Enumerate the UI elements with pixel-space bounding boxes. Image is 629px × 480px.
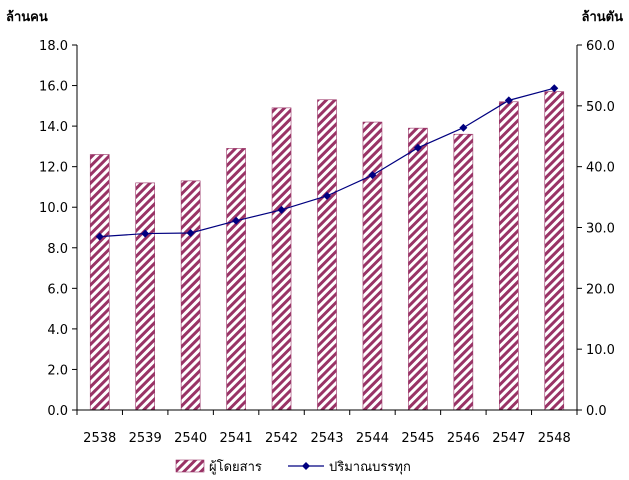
- line-point-2543: [323, 191, 331, 200]
- tick-labels: 0.0 2.0 4.0 6.0 8.0 10.0 12.0 14.0 16.0 18.0 0.0 10…: [39, 39, 615, 446]
- line-point-2538: [95, 232, 104, 241]
- line-point-2542: [277, 205, 286, 214]
- x-tick-label-2544: 2544: [356, 431, 389, 446]
- right-y-tick-label: 0.0: [586, 404, 607, 419]
- line-point-2544: [368, 171, 377, 180]
- bar-2548: [544, 91, 565, 411]
- line-point-2547: [504, 96, 513, 105]
- bar-2538: [89, 154, 110, 411]
- line-point-2541: [232, 216, 241, 225]
- right-y-tick-label: 20.0: [586, 282, 615, 297]
- x-tick-label-2545: 2545: [401, 431, 434, 446]
- left-y-tick-label: 18.0: [39, 39, 68, 54]
- left-y-tick-label: 14.0: [39, 120, 68, 135]
- left-y-tick-label: 6.0: [47, 282, 68, 297]
- right-y-tick-label: 50.0: [586, 100, 615, 115]
- x-tick-label-2548: 2548: [538, 431, 571, 446]
- left-y-tick-label: 12.0: [39, 161, 68, 176]
- right-y-tick-label: 10.0: [586, 343, 615, 358]
- x-tick-label-2542: 2542: [265, 431, 298, 446]
- line-point-2548: [550, 84, 559, 93]
- bar-2539: [135, 182, 155, 411]
- right-y-tick-label: 40.0: [586, 161, 615, 176]
- bar-2543: [317, 99, 337, 411]
- bar-2541: [226, 148, 246, 411]
- bar-2540: [180, 180, 201, 411]
- legend-line-label: ปริมาณบรรทุก: [329, 460, 411, 475]
- bar-2547: [499, 101, 519, 411]
- left-y-tick-label: 8.0: [47, 242, 68, 257]
- legend: ผู้โดยสาร ปริมาณบรรทุก: [175, 459, 411, 475]
- x-tick-label-2539: 2539: [129, 431, 162, 446]
- line-series: [95, 84, 559, 241]
- bar-2545: [408, 127, 428, 411]
- left-y-tick-label: 0.0: [47, 404, 68, 419]
- left-y-tick-label: 2.0: [47, 363, 68, 378]
- line-point-2540: [186, 228, 195, 237]
- line-point-2545: [413, 143, 422, 152]
- x-tick-label-2540: 2540: [174, 431, 207, 446]
- right-axis-unit-label: ล้านตัน: [582, 9, 624, 25]
- bar-2542: [271, 107, 292, 411]
- legend-bar-swatch: [175, 459, 205, 473]
- bar-2544: [362, 121, 383, 411]
- left-y-tick-label: 16.0: [39, 80, 68, 95]
- x-tick-label-2543: 2543: [310, 431, 343, 446]
- left-y-tick-label: 4.0: [47, 323, 68, 338]
- line-point-2546: [459, 123, 468, 132]
- left-y-tick-label: 10.0: [39, 201, 68, 216]
- line-point-2539: [141, 229, 150, 238]
- legend-bar-label: ผู้โดยสาร: [209, 459, 262, 475]
- bar-series: [89, 91, 565, 411]
- x-tick-label-2538: 2538: [83, 431, 116, 446]
- axes: [72, 44, 582, 415]
- bar-2546: [453, 133, 474, 411]
- legend-line-marker: [302, 462, 310, 470]
- x-tick-label-2541: 2541: [220, 431, 253, 446]
- x-tick-label-2547: 2547: [492, 431, 525, 446]
- right-y-tick-label: 60.0: [586, 39, 615, 54]
- x-tick-label-2546: 2546: [447, 431, 480, 446]
- right-y-tick-label: 30.0: [586, 222, 615, 237]
- left-axis-unit-label: ล้านคน: [6, 9, 48, 25]
